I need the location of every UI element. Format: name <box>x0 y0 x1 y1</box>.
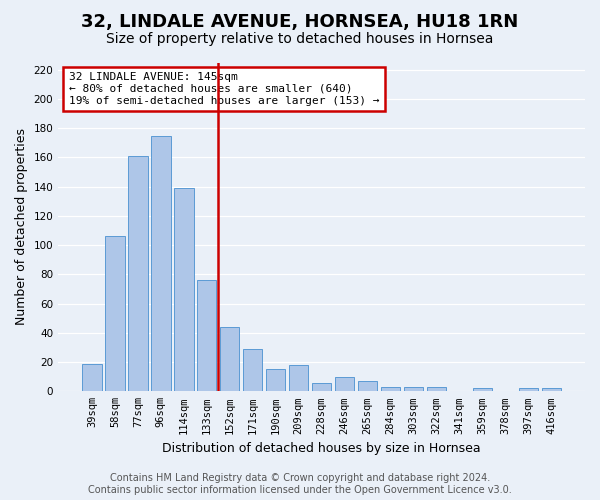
X-axis label: Distribution of detached houses by size in Hornsea: Distribution of detached houses by size … <box>162 442 481 455</box>
Bar <box>312 382 331 392</box>
Y-axis label: Number of detached properties: Number of detached properties <box>15 128 28 326</box>
Bar <box>243 349 262 392</box>
Bar <box>197 280 217 392</box>
Bar <box>381 387 400 392</box>
Text: 32, LINDALE AVENUE, HORNSEA, HU18 1RN: 32, LINDALE AVENUE, HORNSEA, HU18 1RN <box>82 12 518 30</box>
Bar <box>266 370 286 392</box>
Text: Size of property relative to detached houses in Hornsea: Size of property relative to detached ho… <box>106 32 494 46</box>
Bar <box>358 381 377 392</box>
Bar <box>473 388 492 392</box>
Bar <box>289 365 308 392</box>
Bar <box>427 387 446 392</box>
Text: 32 LINDALE AVENUE: 145sqm
← 80% of detached houses are smaller (640)
19% of semi: 32 LINDALE AVENUE: 145sqm ← 80% of detac… <box>69 72 379 106</box>
Bar <box>542 388 561 392</box>
Bar <box>220 327 239 392</box>
Bar <box>128 156 148 392</box>
Bar <box>174 188 194 392</box>
Bar <box>335 376 355 392</box>
Bar <box>151 136 170 392</box>
Text: Contains HM Land Registry data © Crown copyright and database right 2024.
Contai: Contains HM Land Registry data © Crown c… <box>88 474 512 495</box>
Bar <box>82 364 101 392</box>
Bar <box>404 387 423 392</box>
Bar <box>518 388 538 392</box>
Bar <box>105 236 125 392</box>
